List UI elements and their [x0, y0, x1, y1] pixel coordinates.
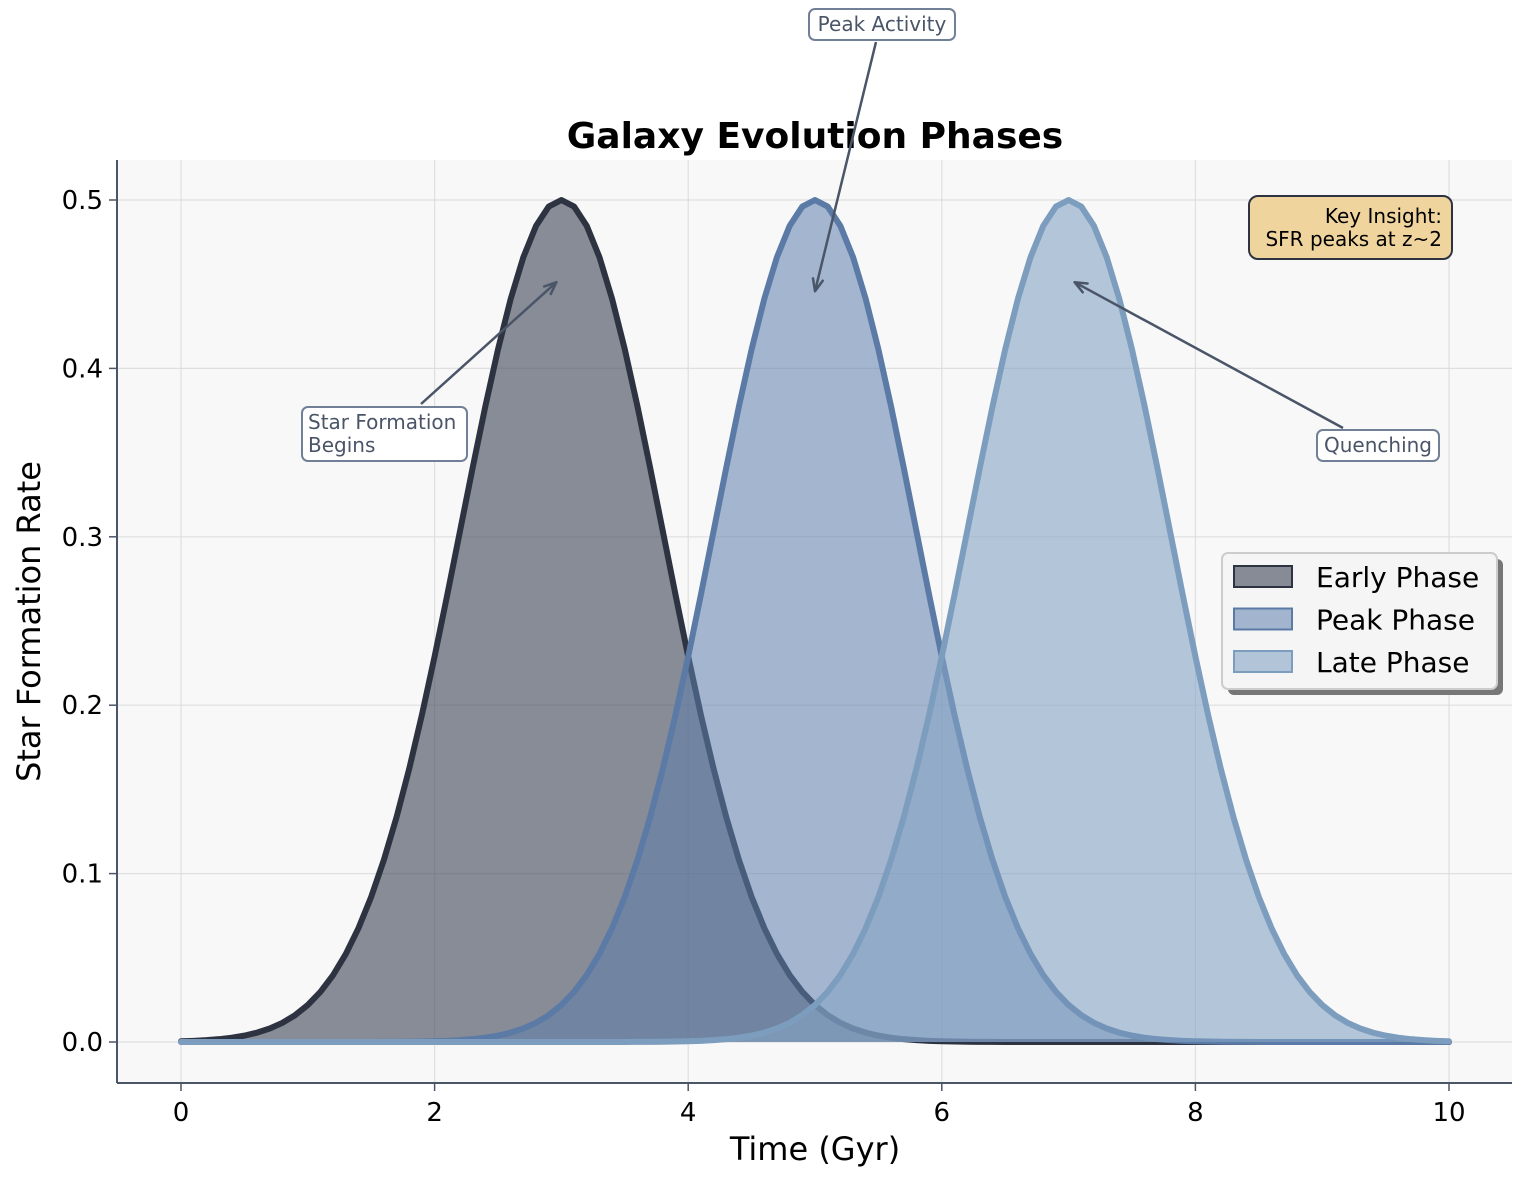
legend-label-3: Late Phase	[1316, 646, 1469, 679]
y-tick-label: 0.2	[62, 691, 103, 721]
insight-box	[1248, 195, 1453, 260]
insight-text: Key Insight:	[1325, 204, 1442, 228]
annotation-arrow-3	[1074, 281, 1344, 430]
x-tick-label: 6	[934, 1098, 951, 1128]
y-tick-label: 0.3	[62, 523, 103, 553]
legend-swatch-3	[1233, 650, 1293, 673]
annotation-box-1	[301, 406, 468, 462]
legend-swatch-1	[1233, 565, 1293, 588]
ticks: 0 2 4 6 8 10 0.0 0.1 0.2 0.3 0.4 0.5	[62, 186, 1466, 1128]
y-axis-label: Star Formation Rate	[10, 461, 48, 782]
chart-title: Galaxy Evolution Phases	[567, 116, 1063, 157]
legend-label-2: Peak Phase	[1316, 604, 1475, 637]
annotation-text-1: Star Formation	[308, 410, 456, 434]
annotation-text-2: Peak Activity	[818, 12, 947, 36]
legend-swatch-2	[1233, 607, 1293, 631]
x-tick-label: 4	[680, 1098, 697, 1128]
x-tick-label: 8	[1187, 1098, 1204, 1128]
series-area-1	[181, 200, 1449, 1042]
annotation-arrow-1-head	[542, 280, 558, 296]
y-tick-label: 0.1	[62, 860, 103, 890]
annotation-arrow-2	[813, 41, 878, 292]
series-layer	[178, 197, 1452, 1045]
series-area-3	[181, 200, 1449, 1042]
annotation-box-2	[808, 8, 956, 41]
insight-text: SFR peaks at z~2	[1265, 227, 1442, 251]
annotation-text-3: Quenching	[1324, 433, 1432, 457]
x-tick-label: 10	[1432, 1098, 1465, 1128]
annotation-arrow-3-head	[1073, 280, 1089, 294]
annotation-arrow-2-head	[811, 277, 824, 293]
y-tick-label: 0.0	[62, 1028, 103, 1058]
x-tick-label: 2	[426, 1098, 443, 1128]
annotation-text-1: Begins	[308, 433, 375, 457]
series-area-2	[181, 200, 1449, 1042]
x-axis-label: Time (Gyr)	[729, 1130, 900, 1168]
y-tick-label: 0.5	[62, 186, 103, 216]
series-line-3	[178, 197, 1452, 1045]
annotation-arrow-1	[420, 281, 558, 405]
annotation-box-3	[1316, 429, 1440, 462]
key-insight-box: Key Insight:SFR peaks at z~2	[1248, 195, 1453, 260]
x-tick-label: 0	[173, 1098, 190, 1128]
axes	[116, 160, 1512, 1084]
legend: Early Phase Peak Phase Late Phase	[1221, 552, 1503, 695]
y-tick-label: 0.4	[62, 354, 103, 384]
legend-label-1: Early Phase	[1316, 561, 1479, 594]
